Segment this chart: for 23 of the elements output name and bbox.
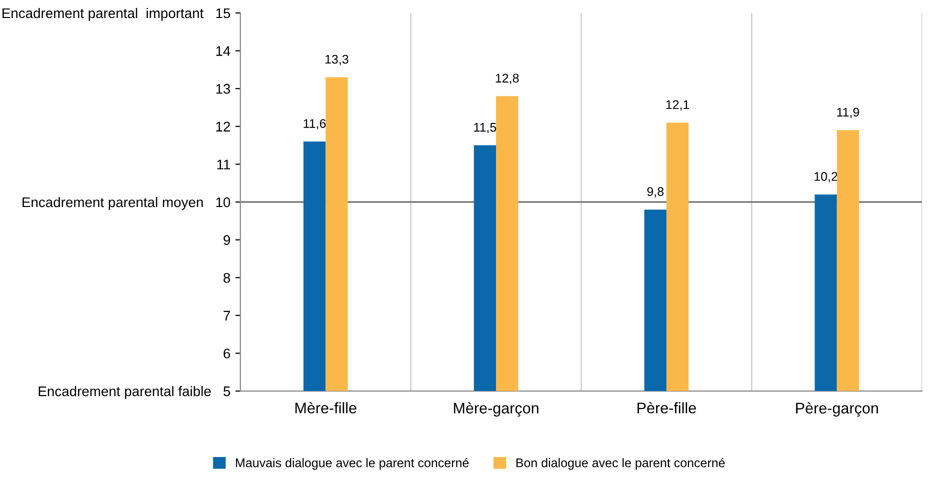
x-tick-label: Père-garçon [796,402,878,417]
legend-label: Bon dialogue avec le parent concerné [516,458,725,470]
y-tick-label: 9 [224,235,230,245]
data-label: 12,8 [496,74,519,84]
y-tick-label: Encadrement parental faible 5 [38,386,230,399]
x-tick-label: Mère-fille [295,402,356,414]
x-tick-label: Père-fille [638,402,696,414]
y-tick-label: 12 [216,122,230,132]
y-tick-label: 7 [224,310,230,320]
y-tick-label: 6 [224,348,230,358]
y-tick-label: 13 [216,84,230,94]
y-tick-label: 14 [216,46,230,56]
y-tick-label: Encadrement parental important 15 [2,8,230,21]
y-tick-label: 8 [224,272,230,283]
legend-label: Mauvais dialogue avec le parent concerné [236,458,469,470]
y-tick-label: 11 [217,160,230,170]
data-label: 11,9 [837,108,860,118]
data-label: 9,8 [647,187,664,198]
data-label: 12,1 [666,100,690,111]
x-tick-label: Mère-garçon [454,402,538,417]
data-label: 13,3 [325,54,348,66]
data-label: 10,2 [814,172,838,182]
y-tick-label: Encadrement parental moyen 10 [22,196,230,210]
